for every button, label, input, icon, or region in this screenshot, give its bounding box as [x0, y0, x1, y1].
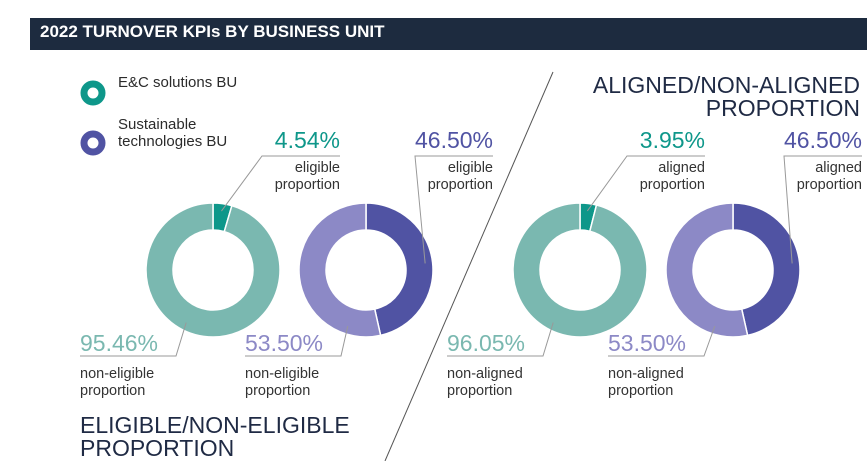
donut-slice [732, 202, 801, 337]
value-label: 96.05% [447, 330, 526, 356]
category-label: non-eligible proportion [245, 366, 320, 399]
leader-line [80, 322, 187, 357]
legend-icon [80, 130, 106, 156]
category-label: aligned proportion [639, 160, 705, 193]
category-label: eligible proportion [427, 160, 493, 193]
legend-label: Sustainable technologies BU [118, 116, 228, 150]
value-label: 95.46% [80, 330, 159, 356]
divider [384, 71, 554, 461]
value-label: 46.50% [414, 127, 493, 153]
donut-slice [665, 202, 749, 338]
category-label: aligned proportion [796, 160, 862, 193]
leader-line [221, 155, 340, 212]
leader-line [447, 322, 554, 357]
leader-line [245, 326, 349, 357]
leader-line [608, 325, 716, 357]
donut-slice [298, 202, 382, 338]
donut-slice [512, 202, 648, 338]
leader-line [783, 155, 862, 264]
header-title: 2022 TURNOVER KPIs BY BUSINESS UNIT [40, 22, 385, 41]
header-bar [30, 18, 867, 50]
value-label: 46.50% [783, 127, 862, 153]
category-label: non-aligned proportion [608, 366, 684, 399]
legend-label: E&C solutions BU [118, 74, 238, 91]
leader-line [414, 155, 493, 264]
value-label: 53.50% [245, 330, 324, 356]
value-label: 53.50% [608, 330, 687, 356]
donut-slice [365, 202, 434, 337]
section-title: ELIGIBLE/NON-ELIGIBLE PROPORTION [80, 412, 350, 461]
leader-line [586, 155, 705, 212]
value-label: 4.54% [274, 127, 340, 153]
category-label: eligible proportion [274, 160, 340, 193]
category-label: non-aligned proportion [447, 366, 523, 399]
donut-slice [145, 202, 281, 338]
section-title: ALIGNED/NON-ALIGNED PROPORTION [592, 72, 860, 121]
legend-icon [80, 80, 106, 106]
category-label: non-eligible proportion [80, 366, 155, 399]
value-label: 3.95% [639, 127, 705, 153]
